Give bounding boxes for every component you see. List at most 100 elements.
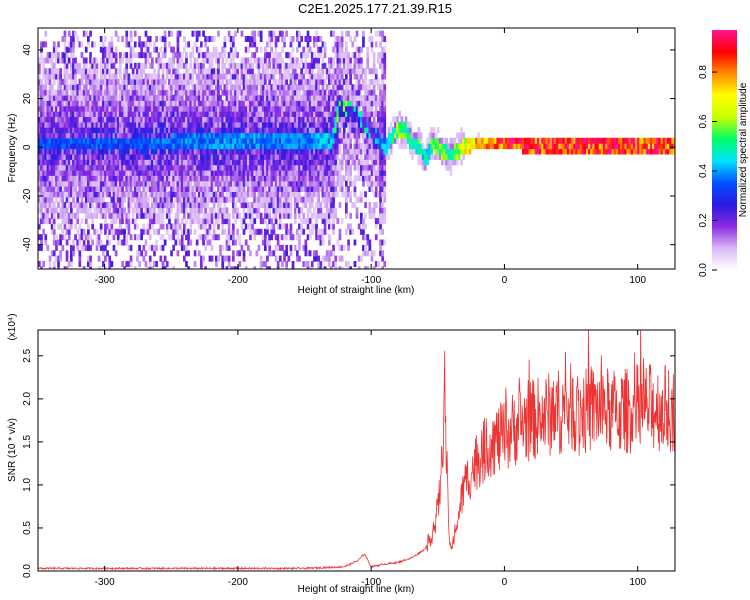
spectrogram-cell (97, 116, 101, 123)
spectrogram-cell (336, 153, 340, 160)
spectrogram-cell (112, 62, 116, 69)
spectrogram-cell (306, 52, 310, 59)
spectrogram-cell (84, 57, 88, 64)
spectrogram-cell (87, 239, 90, 246)
spectrogram-cell (106, 89, 109, 96)
spectrogram-cell (82, 105, 86, 112)
spectrogram-cell (197, 218, 201, 225)
spectrogram-cell (225, 266, 229, 269)
spectrogram-cell (144, 46, 148, 53)
spectrogram-cell (328, 175, 331, 182)
spectrogram-cell (317, 169, 320, 176)
spectrogram-cell (185, 153, 188, 160)
spectrogram-cell (200, 266, 203, 269)
spectrogram-cell (315, 175, 318, 182)
spectrogram-cell (232, 239, 235, 246)
spectrogram-cell (328, 261, 331, 267)
spectrogram-cell (183, 89, 186, 96)
spectrogram-cell (138, 121, 141, 128)
spectrogram-cell (264, 57, 267, 64)
spectrogram-cell (221, 218, 225, 225)
spectrogram-cell (266, 148, 269, 155)
spectrogram-cell (153, 121, 156, 128)
spectrogram-cell (296, 57, 299, 64)
spectrogram-cell (215, 68, 218, 75)
spectrogram-cell (251, 143, 254, 150)
spectrogram-cell (112, 164, 116, 171)
spectrogram-cell (187, 137, 190, 144)
spectrogram-cell (219, 116, 222, 123)
spectrogram-cell (251, 148, 254, 155)
spectrogram-cell (253, 36, 257, 42)
spectrogram-cell (127, 148, 131, 155)
spectrogram-cell (157, 73, 161, 80)
spectrogram-cell (191, 100, 195, 107)
spectrogram-cell (89, 73, 92, 80)
spectrogram-cell (349, 68, 352, 75)
spectrogram-cell (159, 169, 163, 176)
spectrogram-cell (221, 62, 225, 69)
spectrogram-cell (46, 175, 50, 182)
spectrogram-cell (59, 169, 62, 176)
spectrogram-cell (244, 143, 248, 150)
spectrogram-cell (161, 148, 165, 155)
spectrogram-cell (168, 62, 171, 69)
spectrogram-cell (328, 84, 331, 91)
spectrogram-cell (97, 186, 101, 192)
spectrogram-cell (110, 132, 114, 139)
spectrogram-cell (159, 175, 163, 182)
spectrogram-cell (84, 202, 88, 209)
spectrogram-cell (264, 94, 267, 101)
spectrogram-cell (300, 105, 303, 112)
spectrogram-cell (281, 73, 284, 80)
spectrogram-cell (195, 218, 199, 225)
spectrogram-cell (274, 137, 278, 144)
spectrogram-cell (296, 127, 299, 134)
spectrogram-cell (161, 127, 165, 134)
spectrogram-cell (172, 234, 175, 241)
spectrogram-cell (95, 57, 99, 64)
spectrogram-cell (40, 191, 43, 198)
spectrogram-cell (244, 180, 248, 187)
spectrogram-cell (242, 202, 246, 209)
spectrogram-cell (257, 164, 261, 171)
spectrogram-cell (174, 212, 178, 219)
spectrogram-cell (112, 228, 116, 235)
spectrogram-cell (332, 202, 335, 209)
spectrogram-cell (99, 100, 103, 107)
spectrogram-cell (296, 207, 299, 214)
spectrogram-cell (219, 153, 222, 160)
spectrogram-cell (157, 143, 161, 150)
spectrogram-cell (125, 94, 129, 101)
spectrogram-cell (208, 196, 212, 203)
spectrogram-cell (236, 137, 239, 144)
spectrogram-cell (330, 57, 333, 64)
spectrogram-cell (129, 62, 133, 69)
spectrogram-cell (80, 68, 84, 75)
spectrogram-cell (296, 202, 299, 209)
spectrogram-cell (121, 36, 124, 42)
spectrogram-cell (289, 191, 293, 198)
spectrogram-cell (215, 191, 218, 198)
spectrogram-cell (315, 105, 318, 112)
spectrogram-cell (61, 127, 65, 134)
spectrogram-cell (206, 212, 210, 219)
spectrogram-cell (155, 57, 158, 64)
spectrogram-cell (202, 196, 205, 203)
spectrogram-cell (221, 164, 225, 171)
spectrogram-cell (168, 180, 171, 187)
spectrogram-cell (234, 175, 237, 182)
spectrogram-cell (163, 46, 167, 53)
spectrogram-cell (300, 121, 303, 128)
spectrogram-cell (119, 218, 122, 225)
spectrogram-cell (144, 89, 148, 96)
spectrogram-cell (106, 164, 109, 171)
spectrogram-cell (104, 218, 107, 225)
spectrogram-cell (210, 78, 214, 85)
spectrogram-cell (76, 121, 80, 128)
spectrogram-cell (291, 84, 295, 91)
spectrogram-cell (72, 143, 75, 150)
spectrogram-cell (227, 111, 231, 117)
page-title: C2E1.2025.177.21.39.R15 (298, 1, 452, 16)
spectrogram-cell (221, 68, 225, 75)
